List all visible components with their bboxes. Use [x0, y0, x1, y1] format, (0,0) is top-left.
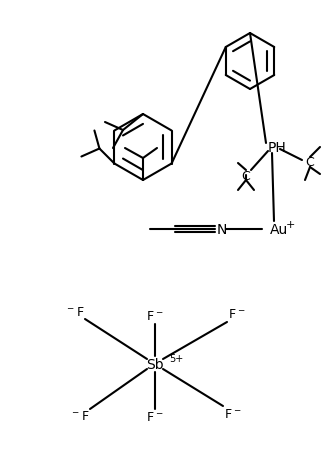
Text: C: C: [242, 169, 250, 182]
Text: N: N: [217, 222, 227, 237]
Text: F$^-$: F$^-$: [224, 408, 242, 420]
Text: C: C: [306, 156, 314, 169]
Text: PH: PH: [268, 141, 287, 155]
Text: $^-$F: $^-$F: [65, 306, 85, 319]
Text: +: +: [286, 219, 295, 229]
Text: $^-$F: $^-$F: [70, 410, 90, 423]
Text: F$^-$: F$^-$: [146, 410, 164, 424]
Text: Au: Au: [270, 222, 288, 237]
Text: F$^-$: F$^-$: [228, 308, 246, 321]
Text: F$^-$: F$^-$: [146, 310, 164, 323]
Text: 5+: 5+: [169, 353, 183, 363]
Text: Sb: Sb: [146, 357, 164, 371]
